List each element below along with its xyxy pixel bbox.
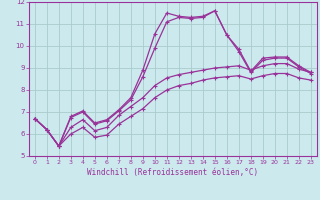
X-axis label: Windchill (Refroidissement éolien,°C): Windchill (Refroidissement éolien,°C) xyxy=(87,168,258,177)
